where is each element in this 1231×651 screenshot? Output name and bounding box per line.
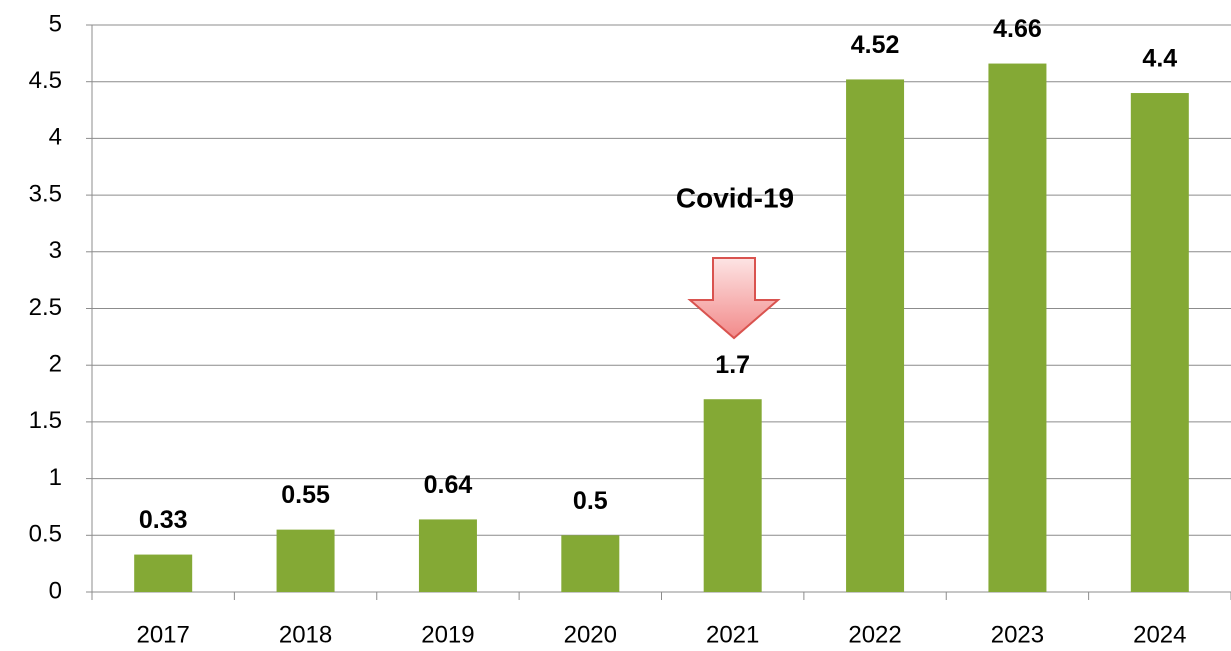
y-tick-label: 3 [49,237,62,264]
bar [276,529,335,592]
y-tick-label: 1 [49,464,62,491]
x-tick-label: 2022 [848,621,901,648]
x-tick-label: 2018 [279,621,332,648]
data-label: 0.64 [424,471,473,499]
data-label: 4.52 [851,31,900,59]
y-tick-label: 0.5 [29,521,62,548]
x-tick-label: 2024 [1133,621,1186,648]
y-tick-label: 4 [49,124,62,151]
bar [134,554,193,592]
x-tick-label: 2023 [991,621,1044,648]
y-tick-label: 1.5 [29,407,62,434]
data-label: 1.7 [715,351,750,379]
data-label: 0.5 [573,487,608,515]
bar [1130,93,1189,592]
bar [561,535,620,592]
bar [418,519,477,592]
y-tick-label: 0 [49,577,62,604]
y-tick-label: 2 [49,351,62,378]
y-tick-label: 4.5 [29,67,62,94]
data-label: 0.55 [281,481,330,509]
x-tick-label: 2020 [564,621,617,648]
y-tick-label: 2.5 [29,294,62,321]
covid-arrow [687,257,781,340]
data-label: 4.4 [1142,45,1177,73]
y-tick-label: 3.5 [29,180,62,207]
annotation: Covid-19 [676,182,794,213]
bar [988,63,1047,592]
data-label: 4.66 [993,15,1042,43]
x-tick-label: 2021 [706,621,759,648]
bar [703,399,762,592]
bar [846,79,905,592]
data-label: 0.33 [139,506,188,534]
y-tick-label: 5 [49,10,62,37]
x-tick-label: 2019 [421,621,474,648]
x-tick-label: 2017 [136,621,189,648]
